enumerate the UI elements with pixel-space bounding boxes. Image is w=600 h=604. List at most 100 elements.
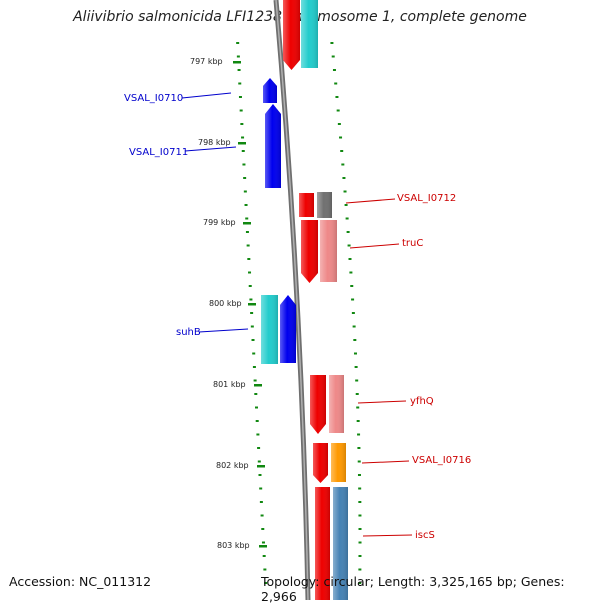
ring-dot [262,555,266,557]
ring-dot [261,541,265,544]
ring-dot [245,217,249,220]
gene-arrow-shading [261,295,278,364]
gene-label[interactable]: iscS [415,530,435,541]
ring-dot [332,69,336,71]
ring-dot [352,325,356,328]
kbp-tick-mark [243,222,251,225]
gene-arrow-shading [283,0,300,70]
gene-arrow-shading [329,375,344,433]
ring-dot [355,393,359,395]
ring-dot [240,123,244,125]
ring-dot [347,244,351,247]
ring-dot [252,352,256,355]
ring-dot [236,55,240,58]
gene-label[interactable]: truC [402,238,423,249]
gene-label[interactable]: suhB [176,327,201,338]
kbp-tick-label: 797 kbp [190,57,223,66]
ring-dot [260,514,264,517]
gene-arrow-shading [280,295,296,363]
ring-dot [349,271,353,274]
ring-dot [255,406,259,409]
gene-label-leader [198,328,249,333]
ring-dot [251,339,255,341]
ring-dot [355,379,359,382]
ring-dot [339,136,343,139]
ring-dot [245,231,249,233]
gene-label[interactable]: VSAL_I0712 [397,193,456,204]
ring-dot [259,501,263,503]
ring-dot [259,487,263,490]
ring-dot [354,366,358,368]
ring-dot [358,514,362,517]
kbp-tick-label: 798 kbp [198,138,231,147]
kbp-tick-label: 799 kbp [203,218,236,227]
ring-dot [357,433,361,436]
ring-dot [248,271,252,274]
kbp-tick-label: 800 kbp [209,299,242,308]
gene-arrow-shading [265,104,281,188]
gene-arrow-shading [313,443,328,483]
ring-dot [330,42,334,44]
gene-label[interactable]: VSAL_I0716 [412,455,471,466]
gene-arrow-shading [331,443,346,482]
ring-dot [244,204,248,206]
ring-dot [237,69,241,71]
kbp-tick-mark [257,465,265,468]
ring-dot [358,487,362,490]
ring-dot [258,474,262,476]
ring-dot [344,204,348,206]
ring-dot [358,582,362,584]
gene-label[interactable]: VSAL_I0711 [129,147,188,158]
gene-label[interactable]: yfhQ [410,396,434,407]
ring-dot [331,55,335,58]
ring-dot [348,258,352,260]
ring-dot [357,447,361,449]
ring-dot [353,352,357,355]
ring-dot [351,298,355,301]
ring-dot [358,568,362,571]
gene-label[interactable]: VSAL_I0710 [124,93,183,104]
tick-ring-left [236,42,268,584]
ring-dot [253,379,257,382]
ring-dot [264,582,268,584]
ring-dot [356,420,360,422]
ring-dot [256,433,260,436]
ring-dot [337,123,341,125]
ring-dot [350,285,354,287]
kbp-tick-label: 801 kbp [213,380,246,389]
ring-dot [241,136,245,139]
ring-dot [257,447,261,449]
ring-dot [252,366,256,368]
ring-dot [334,82,338,85]
ring-dot [246,244,250,247]
kbp-tick-mark [248,303,256,306]
ring-dot [358,501,362,503]
kbp-tick-mark [233,61,241,64]
ring-dot [340,150,344,152]
gene-label-leader [181,92,232,99]
gene-label-leader [349,243,400,249]
ring-dot [358,555,362,557]
ring-dot [356,406,360,409]
accession-text: Accession: NC_011312 [9,574,152,589]
ring-dot [335,96,339,98]
kbp-tick-mark [238,142,246,145]
tick-ring-right [330,42,362,584]
gene-arrow-shading [317,192,332,218]
ring-dot [241,150,245,152]
ring-dot [249,298,253,301]
ring-dot [242,163,246,166]
ring-dot [358,541,362,544]
ring-dot [351,312,355,314]
ring-dot [250,312,254,314]
gene-arrow-shading [310,375,326,434]
ring-dot [357,474,361,476]
gene-arrow-shading [299,193,314,217]
gene-label-leader [362,534,413,537]
gene-arrow-shading [333,487,348,600]
ring-dot [343,190,347,193]
ring-dot [248,285,252,287]
ring-dot [342,177,346,179]
ring-dot [255,420,259,422]
